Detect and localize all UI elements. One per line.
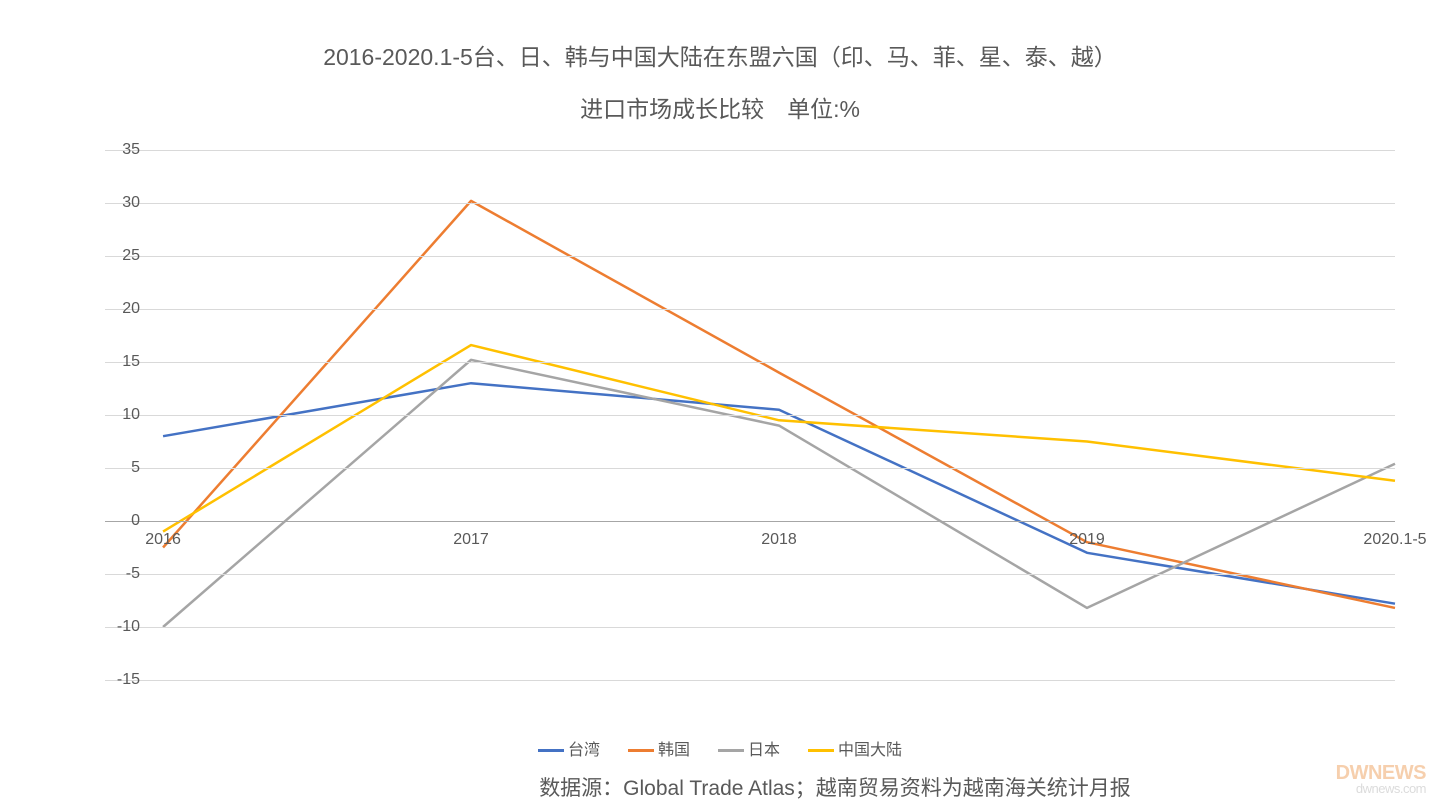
gridline bbox=[105, 309, 1395, 310]
y-tick-label: 15 bbox=[100, 353, 140, 371]
x-tick-label: 2016 bbox=[145, 531, 181, 549]
gridline bbox=[105, 256, 1395, 257]
legend-item: 中国大陆 bbox=[808, 736, 902, 760]
y-tick-label: -15 bbox=[100, 671, 140, 689]
x-tick-label: 2019 bbox=[1069, 531, 1105, 549]
x-tick-label: 2017 bbox=[453, 531, 489, 549]
y-tick-label: 25 bbox=[100, 247, 140, 265]
gridline bbox=[105, 468, 1395, 469]
gridline bbox=[105, 627, 1395, 628]
legend-swatch bbox=[538, 749, 564, 752]
legend-swatch bbox=[808, 749, 834, 752]
legend-swatch bbox=[718, 749, 744, 752]
y-tick-label: -5 bbox=[100, 565, 140, 583]
legend: 台湾 韩国 日本 中国大陆 bbox=[0, 736, 1440, 760]
gridline bbox=[105, 415, 1395, 416]
legend-label: 韩国 bbox=[658, 742, 690, 759]
legend-item: 韩国 bbox=[628, 736, 690, 760]
chart-title-line1: 2016-2020.1-5台、日、韩与中国大陆在东盟六国（印、马、菲、星、泰、越… bbox=[0, 38, 1440, 72]
plot-area bbox=[105, 150, 1395, 680]
y-tick-label: 5 bbox=[100, 459, 140, 477]
legend-label: 日本 bbox=[748, 742, 780, 759]
gridline bbox=[105, 362, 1395, 363]
y-tick-label: 10 bbox=[100, 406, 140, 424]
x-tick-label: 2018 bbox=[761, 531, 797, 549]
legend-item: 日本 bbox=[718, 736, 780, 760]
legend-label: 中国大陆 bbox=[838, 742, 902, 759]
legend-item: 台湾 bbox=[538, 736, 600, 760]
gridline bbox=[105, 574, 1395, 575]
series-line bbox=[163, 360, 1395, 627]
gridline bbox=[105, 680, 1395, 681]
y-tick-label: -10 bbox=[100, 618, 140, 636]
source-text: 数据源：Global Trade Atlas；越南贸易资料为越南海关统计月报 bbox=[0, 772, 1440, 802]
legend-swatch bbox=[628, 749, 654, 752]
series-line bbox=[163, 383, 1395, 603]
watermark: DWNEWS dwnews.com bbox=[1336, 762, 1426, 796]
y-tick-label: 0 bbox=[100, 512, 140, 530]
gridline bbox=[105, 150, 1395, 151]
chart-title-line2: 进口市场成长比较 单位:% bbox=[0, 90, 1440, 124]
legend-label: 台湾 bbox=[568, 742, 600, 759]
x-tick-label: 2020.1-5 bbox=[1363, 531, 1426, 549]
chart-container: 2016-2020.1-5台、日、韩与中国大陆在东盟六国（印、马、菲、星、泰、越… bbox=[0, 0, 1440, 810]
y-tick-label: 35 bbox=[100, 141, 140, 159]
gridline bbox=[105, 203, 1395, 204]
y-tick-label: 30 bbox=[100, 194, 140, 212]
y-tick-label: 20 bbox=[100, 300, 140, 318]
axis-baseline bbox=[105, 521, 1395, 522]
